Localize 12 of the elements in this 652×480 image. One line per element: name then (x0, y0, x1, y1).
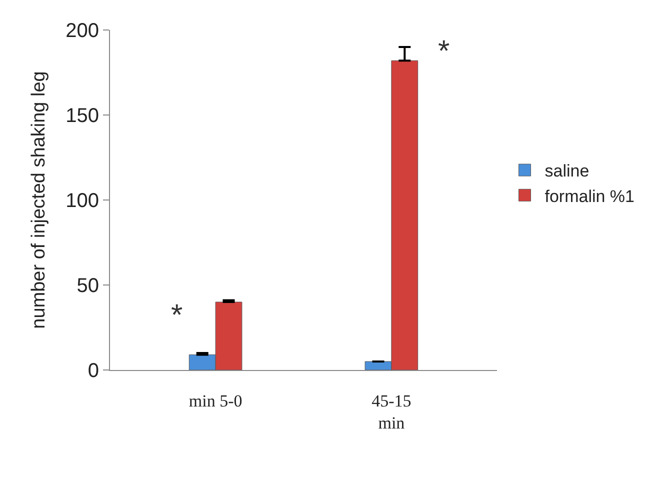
y-tick-label: 0 (88, 360, 99, 382)
x-tick-label: 45-15 min (372, 391, 412, 432)
annotation: * (438, 35, 450, 68)
x-tick-label: min 5-0 (188, 391, 242, 410)
y-tick-label: 150 (66, 105, 99, 127)
annotation: * (171, 299, 183, 332)
y-axis-title: number of injected shaking leg (28, 71, 50, 329)
y-tick-label: 100 (66, 190, 99, 212)
y-tick-label: 50 (76, 275, 99, 297)
legend-label: saline (544, 162, 590, 181)
legend-label: formalin %1 (544, 186, 635, 206)
y-tick-label: 200 (66, 20, 99, 42)
